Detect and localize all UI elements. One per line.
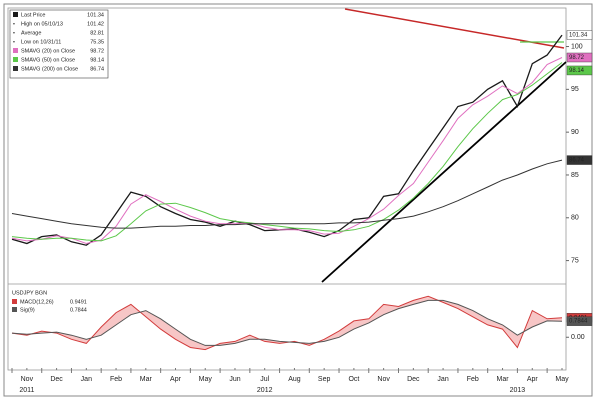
legend-box bbox=[9, 9, 109, 79]
y-tick-label: 95 bbox=[571, 86, 579, 93]
x-tick-label: Jan bbox=[437, 376, 448, 383]
value-tag-box bbox=[566, 316, 593, 326]
value-tag-box bbox=[566, 30, 593, 40]
x-tick-label: Jan bbox=[81, 376, 92, 383]
legend: Last Price 101.34 • High on 05/10/13 101.42 •… bbox=[9, 9, 109, 79]
legend-label: Last Price bbox=[21, 12, 45, 18]
legend-label: MACD(12,26) bbox=[20, 299, 54, 305]
x-tick-label: May bbox=[555, 376, 569, 383]
value-tag-label: 0.7844 bbox=[569, 319, 588, 325]
x-tick-label: Dec bbox=[50, 376, 63, 383]
series-line bbox=[11, 57, 563, 245]
legend-swatch bbox=[12, 307, 17, 312]
value-tag-box bbox=[566, 52, 593, 63]
legend-marker: • bbox=[13, 39, 15, 45]
legend-label: Low on 10/31/11 bbox=[21, 39, 61, 45]
value-tag: 98.72 bbox=[566, 52, 593, 63]
value-tag: 98.14 bbox=[566, 65, 593, 76]
x-tick-label: Apr bbox=[527, 376, 539, 383]
x-tick-label: Jun bbox=[229, 376, 240, 383]
x-tick-label: Nov bbox=[21, 376, 34, 383]
legend-swatch bbox=[13, 66, 18, 71]
x-tick-label: May bbox=[199, 376, 213, 383]
legend-value: 86.74 bbox=[90, 66, 104, 72]
legend-label: Sig(9) bbox=[20, 307, 35, 313]
legend-label: SMAVG (200) on Close bbox=[21, 66, 78, 72]
year-label: 2012 bbox=[257, 387, 273, 394]
x-tick-label: Jul bbox=[260, 376, 269, 383]
x-tick-label: Aug bbox=[288, 376, 301, 383]
legend-label: Average bbox=[21, 30, 41, 36]
value-tag-label: 101.34 bbox=[569, 33, 588, 39]
series-group bbox=[11, 34, 563, 246]
legend-swatch bbox=[12, 299, 17, 304]
value-tag: 86.74 bbox=[566, 155, 593, 165]
legend-label: High on 05/10/13 bbox=[21, 21, 63, 27]
x-tick-label: Nov bbox=[377, 376, 390, 383]
value-tag: 0.7844 bbox=[566, 316, 593, 326]
series-line bbox=[11, 299, 563, 346]
y-tick-label: 100 bbox=[571, 43, 583, 50]
legend-value: 98.14 bbox=[90, 57, 104, 63]
series-line bbox=[11, 62, 563, 242]
legend-marker: • bbox=[13, 21, 15, 27]
year-label: 2011 bbox=[19, 387, 34, 394]
y-tick-label: 75 bbox=[571, 257, 579, 264]
x-tick-label: Sep bbox=[318, 376, 331, 383]
x-tick-label: Mar bbox=[497, 376, 510, 383]
x-tick-label: Dec bbox=[407, 376, 420, 383]
value-tag-label: 98.14 bbox=[569, 68, 585, 74]
value-tag-box bbox=[566, 155, 593, 165]
y-tick-label: 80 bbox=[571, 215, 579, 222]
legend-value: 0.7844 bbox=[70, 307, 87, 313]
x-tick-label: Feb bbox=[467, 376, 479, 383]
panel-title: USDJPY BGN bbox=[12, 290, 47, 296]
y-tick-label: 90 bbox=[571, 129, 579, 136]
legend-value: 0.9491 bbox=[70, 299, 87, 305]
legend-marker: • bbox=[13, 30, 15, 36]
value-tag-label: 86.74 bbox=[569, 158, 585, 164]
legend-value: 82.81 bbox=[90, 30, 104, 36]
legend-label: SMAVG (20) on Close bbox=[21, 48, 75, 54]
year-label: 2013 bbox=[510, 387, 526, 394]
y-tick-label: 85 bbox=[571, 172, 579, 179]
x-tick-label: Mar bbox=[140, 376, 153, 383]
x-tick-label: Apr bbox=[170, 376, 182, 383]
value-tag-label: 98.72 bbox=[569, 55, 585, 61]
y-tick-label: 0.00 bbox=[571, 334, 585, 341]
x-tick-label: Feb bbox=[110, 376, 122, 383]
plot-border bbox=[7, 7, 567, 371]
legend-label: SMAVG (50) on Close bbox=[21, 57, 75, 63]
legend-swatch bbox=[13, 48, 18, 53]
value-tag: 101.34 bbox=[566, 30, 593, 40]
legend-value: 101.34 bbox=[87, 12, 104, 18]
series-line bbox=[11, 159, 563, 229]
legend-value: 101.42 bbox=[87, 21, 104, 27]
value-tag-box bbox=[566, 65, 593, 76]
trend-line bbox=[321, 61, 567, 283]
legend: USDJPY BGN MACD(12,26) 0.9491 Sig(9) 0.7844 bbox=[12, 290, 87, 313]
legend-value: 98.72 bbox=[90, 48, 104, 54]
legend-swatch bbox=[13, 12, 18, 17]
legend-swatch bbox=[13, 57, 18, 62]
series-group bbox=[11, 295, 563, 351]
legend-value: 75.35 bbox=[90, 39, 104, 45]
x-tick-label: Oct bbox=[348, 376, 359, 383]
